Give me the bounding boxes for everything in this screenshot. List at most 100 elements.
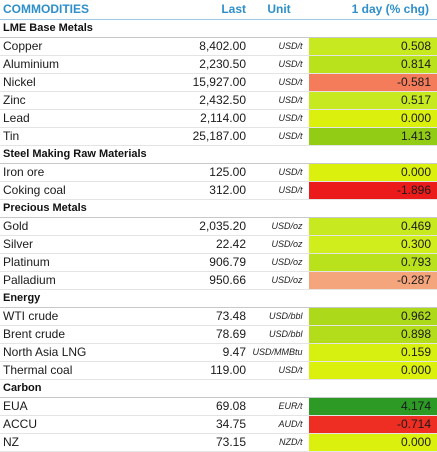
- commodity-name: Silver: [0, 235, 140, 254]
- last-price: 22.42: [140, 235, 250, 254]
- commodity-row-brent-crude: Brent crude 78.69 USD/bbl 0.898: [0, 325, 437, 344]
- commodity-row-palladium: Palladium 950.66 USD/oz -0.287: [0, 271, 437, 290]
- commodity-name: EUA: [0, 397, 140, 416]
- header-commodities: COMMODITIES: [0, 0, 140, 20]
- commodity-name: Thermal coal: [0, 361, 140, 380]
- header-change: 1 day (% chg): [308, 0, 437, 20]
- price-unit: USD/MMBtu: [250, 343, 308, 362]
- commodity-row-lead: Lead 2,114.00 USD/t 0.000: [0, 109, 437, 128]
- commodity-row-eua: EUA 69.08 EUR/t 4.174: [0, 397, 437, 416]
- section-header-lme-base-metals: LME Base Metals: [0, 19, 437, 38]
- price-unit: AUD/t: [250, 415, 308, 434]
- change-percent: 0.793: [307, 253, 437, 272]
- change-percent: 0.000: [307, 433, 437, 452]
- last-price: 950.66: [140, 271, 250, 290]
- last-price: 9.47: [140, 343, 250, 362]
- commodity-name: Aluminium: [0, 55, 140, 74]
- commodity-row-nz: NZ 73.15 NZD/t 0.000: [0, 433, 437, 452]
- commodity-name: Platinum: [0, 253, 140, 272]
- commodity-name: NZ: [0, 433, 140, 452]
- commodity-name: Tin: [0, 127, 140, 146]
- change-percent: 0.962: [307, 307, 437, 326]
- last-price: 125.00: [140, 163, 250, 182]
- commodity-name: North Asia LNG: [0, 343, 140, 362]
- section-title: LME Base Metals: [0, 19, 437, 38]
- last-price: 119.00: [140, 361, 250, 380]
- price-unit: NZD/t: [250, 433, 308, 452]
- section-title: Energy: [0, 289, 437, 308]
- header-unit: Unit: [250, 0, 308, 20]
- change-percent: 0.517: [307, 91, 437, 110]
- price-unit: USD/t: [250, 91, 308, 110]
- last-price: 2,035.20: [140, 217, 250, 236]
- commodity-row-tin: Tin 25,187.00 USD/t 1.413: [0, 127, 437, 146]
- commodity-row-zinc: Zinc 2,432.50 USD/t 0.517: [0, 91, 437, 110]
- last-price: 73.48: [140, 307, 250, 326]
- section-header-carbon: Carbon: [0, 379, 437, 398]
- commodity-name: WTI crude: [0, 307, 140, 326]
- section-header-steel-making-raw-materials: Steel Making Raw Materials: [0, 145, 437, 164]
- change-percent: 0.159: [307, 343, 437, 362]
- price-unit: EUR/t: [250, 397, 308, 416]
- last-price: 2,432.50: [140, 91, 250, 110]
- commodity-name: Gold: [0, 217, 140, 236]
- change-percent: 4.174: [307, 397, 437, 416]
- commodity-name: Brent crude: [0, 325, 140, 344]
- header-last: Last: [140, 0, 250, 20]
- change-percent: 0.300: [307, 235, 437, 254]
- change-percent: 0.508: [307, 37, 437, 56]
- table-body: LME Base Metals Copper 8,402.00 USD/t 0.508 A…: [0, 19, 437, 452]
- commodity-row-platinum: Platinum 906.79 USD/oz 0.793: [0, 253, 437, 272]
- commodity-row-nickel: Nickel 15,927.00 USD/t -0.581: [0, 73, 437, 92]
- last-price: 78.69: [140, 325, 250, 344]
- last-price: 906.79: [140, 253, 250, 272]
- price-unit: USD/t: [250, 37, 308, 56]
- commodity-row-wti-crude: WTI crude 73.48 USD/bbl 0.962: [0, 307, 437, 326]
- commodity-row-north-asia-lng: North Asia LNG 9.47 USD/MMBtu 0.159: [0, 343, 437, 362]
- change-percent: 0.814: [307, 55, 437, 74]
- last-price: 73.15: [140, 433, 250, 452]
- last-price: 2,114.00: [140, 109, 250, 128]
- price-unit: USD/t: [250, 181, 308, 200]
- price-unit: USD/oz: [250, 235, 308, 254]
- commodity-name: Iron ore: [0, 163, 140, 182]
- header-row: COMMODITIES Last Unit 1 day (% chg): [0, 0, 437, 20]
- last-price: 69.08: [140, 397, 250, 416]
- price-unit: USD/t: [250, 163, 308, 182]
- commodity-row-silver: Silver 22.42 USD/oz 0.300: [0, 235, 437, 254]
- last-price: 8,402.00: [140, 37, 250, 56]
- section-title: Steel Making Raw Materials: [0, 145, 437, 164]
- commodity-row-iron-ore: Iron ore 125.00 USD/t 0.000: [0, 163, 437, 182]
- price-unit: USD/oz: [250, 253, 308, 272]
- section-header-energy: Energy: [0, 289, 437, 308]
- price-unit: USD/t: [250, 109, 308, 128]
- last-price: 312.00: [140, 181, 250, 200]
- price-unit: USD/bbl: [250, 307, 308, 326]
- change-percent: 1.413: [307, 127, 437, 146]
- change-percent: 0.469: [307, 217, 437, 236]
- change-percent: -0.581: [307, 73, 437, 92]
- last-price: 34.75: [140, 415, 250, 434]
- commodity-name: Zinc: [0, 91, 140, 110]
- commodity-row-gold: Gold 2,035.20 USD/oz 0.469: [0, 217, 437, 236]
- section-title: Carbon: [0, 379, 437, 398]
- last-price: 2,230.50: [140, 55, 250, 74]
- commodity-name: Palladium: [0, 271, 140, 290]
- commodity-name: Nickel: [0, 73, 140, 92]
- price-unit: USD/t: [250, 361, 308, 380]
- price-unit: USD/oz: [250, 271, 308, 290]
- commodity-name: Coking coal: [0, 181, 140, 200]
- commodity-row-coking-coal: Coking coal 312.00 USD/t -1.896: [0, 181, 437, 200]
- commodity-row-accu: ACCU 34.75 AUD/t -0.714: [0, 415, 437, 434]
- price-unit: USD/bbl: [250, 325, 308, 344]
- price-unit: USD/t: [250, 127, 308, 146]
- commodity-row-copper: Copper 8,402.00 USD/t 0.508: [0, 37, 437, 56]
- price-unit: USD/t: [250, 55, 308, 74]
- change-percent: 0.000: [307, 109, 437, 128]
- commodity-row-aluminium: Aluminium 2,230.50 USD/t 0.814: [0, 55, 437, 74]
- price-unit: USD/oz: [250, 217, 308, 236]
- commodity-name: ACCU: [0, 415, 140, 434]
- change-percent: 0.000: [307, 361, 437, 380]
- section-header-precious-metals: Precious Metals: [0, 199, 437, 218]
